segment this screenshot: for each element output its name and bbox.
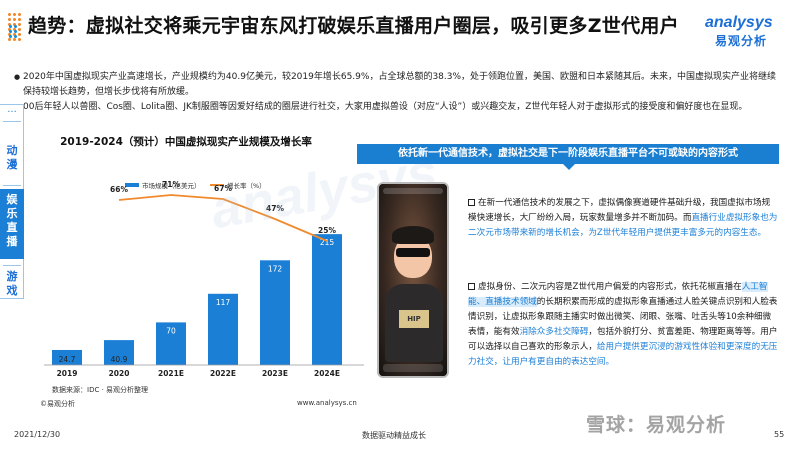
site-url: www.analysys.cn: [297, 399, 357, 407]
footer-date: 2021/12/30: [14, 430, 61, 439]
copyright: ©易观分析: [40, 400, 75, 408]
paragraph-1: 在新一代通信技术的发展之下，虚拟偶像赛道硬件基础升级，我国虚拟市场规模快速增长，…: [468, 198, 778, 238]
bar-value-label: 24.7: [59, 355, 76, 364]
logo-text: analysys: [705, 14, 773, 31]
market-size-chart: 市场规模（亿美元） 增长率（%） 24.7 40.9 70 117 172 215 66% 7…: [44, 180, 364, 378]
bar-value-label: 215: [320, 238, 335, 247]
status-bar: [383, 188, 443, 194]
bar: [52, 349, 82, 365]
x-tick-label: 2022E: [210, 369, 236, 378]
avatar-glasses: [396, 248, 430, 257]
live-stream-phone-image: HIP: [377, 182, 449, 378]
side-nav-item-anime[interactable]: 动漫: [6, 144, 18, 171]
legend-swatch-bar: [125, 183, 139, 187]
side-nav-item-live[interactable]: 娱乐直播: [0, 189, 24, 259]
divider: [3, 185, 21, 186]
x-tick-label: 2023E: [262, 369, 288, 378]
bar-value-label: 117: [216, 298, 231, 307]
avatar-hair: [392, 226, 434, 244]
bullet-item: 2020年中国虚拟现实产业高速增长，产业规模约为40.9亿美元，较2019年增长…: [14, 70, 784, 100]
bar: [104, 340, 134, 365]
bar: [156, 322, 186, 365]
xueqiu-watermark: 雪球：易观分析: [586, 414, 727, 436]
bullet-item: 00后年轻人以兽圈、Cos圈、Lolita圈、JK制服圈等因爱好结成的圈层进行社…: [14, 100, 784, 115]
page-number: 55: [774, 430, 785, 439]
x-tick-label: 2020: [109, 369, 130, 378]
bar-value-label: 70: [166, 326, 176, 335]
right-banner: 依托新一代通信技术，虚拟社交是下一阶段娱乐直播平台不可或缺的内容形式: [357, 144, 779, 170]
x-tick-label: 2021E: [158, 369, 184, 378]
side-nav: ··· 动漫 娱乐直播 游戏: [0, 104, 24, 299]
paragraph-2: 虚拟身份、二次元内容是Z世代用户偏爱的内容形式，依托花椒直播在人工智能、直播技术…: [468, 282, 778, 367]
bar-value-label: 172: [268, 264, 283, 273]
growth-label: 47%: [266, 204, 284, 213]
logo-cn: 易观分析: [715, 34, 768, 48]
checkbox-icon: [468, 199, 475, 206]
x-tick-label: 2024E: [314, 369, 340, 378]
page-title: 趋势：虚拟社交将乘元宇宙东风打破娱乐直播用户圈层，吸引更多Z世代用户: [28, 15, 679, 37]
bar-value-label: 40.9: [111, 355, 128, 364]
chart-x-axis: 2019 2020 2021E 2022E 2023E 2024E: [44, 364, 364, 378]
divider: [3, 121, 21, 122]
x-tick-label: 2019: [57, 369, 78, 378]
checkbox-icon: [468, 283, 475, 290]
growth-label: 66%: [110, 185, 128, 194]
bar: [208, 293, 238, 365]
avatar-shirt: HIP: [399, 310, 429, 328]
more-icon[interactable]: ···: [7, 107, 17, 118]
comment-bar: [383, 364, 443, 372]
growth-line: [118, 194, 328, 242]
growth-label: 25%: [318, 226, 336, 235]
chart-title: 2019-2024（预计）中国虚拟现实产业规模及增长率: [60, 136, 312, 148]
chart-growth-line: 66% 71% 67% 47% 25%: [110, 180, 336, 242]
growth-label: 67%: [214, 184, 232, 193]
side-nav-item-game[interactable]: 游戏: [6, 270, 18, 297]
bar: [260, 260, 290, 365]
chart-source: 数据来源：IDC · 易观分析整理: [52, 386, 149, 394]
footer-slogan: 数据驱动精益成长: [362, 431, 426, 440]
chart-legend: 市场规模（亿美元） 增长率（%）: [125, 181, 266, 190]
legend-label-bar: 市场规模（亿美元）: [142, 181, 201, 190]
divider: [3, 265, 21, 266]
legend-label-line: 增长率（%）: [227, 181, 266, 190]
chart-bars: 24.7 40.9 70 117 172 215: [52, 234, 342, 365]
bar: [312, 234, 342, 365]
analysys-logo: analysys 易观分析: [705, 14, 785, 54]
growth-label: 71%: [162, 180, 180, 189]
bullet-list: 2020年中国虚拟现实产业高速增长，产业规模约为40.9亿美元，较2019年增长…: [14, 70, 784, 115]
decorative-dots-blue: [8, 24, 18, 38]
